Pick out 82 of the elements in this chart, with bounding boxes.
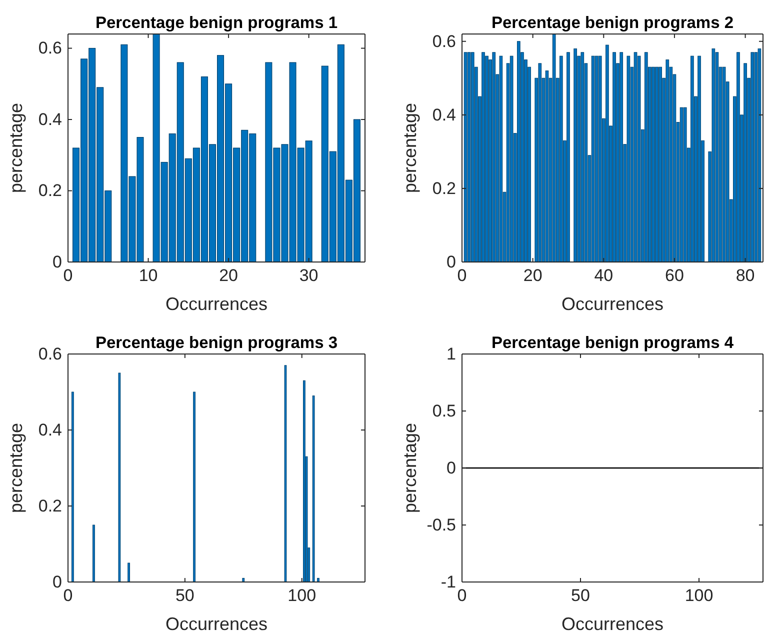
bar: [559, 56, 563, 262]
bar: [712, 48, 716, 262]
y-tick-label: 0.2: [432, 178, 456, 198]
bar: [499, 56, 503, 262]
chart-title: Percentage benign programs 4: [491, 334, 734, 352]
bar: [758, 48, 762, 262]
y-tick-label: 0.4: [38, 110, 62, 129]
bar: [655, 66, 658, 262]
x-tick-label: 50: [571, 586, 590, 606]
y-tick-label: 0.4: [432, 105, 456, 124]
bar: [492, 52, 496, 262]
bar: [574, 48, 577, 262]
bar: [620, 52, 624, 262]
bar: [566, 52, 570, 262]
y-tick-label: 0.4: [38, 420, 62, 440]
x-tick-label: 100: [684, 586, 714, 606]
y-tick-label: 0: [446, 458, 456, 478]
bar: [606, 44, 609, 262]
y-tick-label: 0.2: [38, 181, 62, 200]
bar: [658, 66, 662, 262]
y-tick-label: -0.5: [426, 515, 456, 534]
bar: [485, 56, 488, 262]
bar: [545, 70, 549, 262]
bar: [644, 52, 648, 262]
y-tick-label: 0.5: [432, 401, 456, 420]
y-tick-label: 0: [52, 572, 62, 592]
bar: [467, 52, 471, 262]
bar: [683, 107, 687, 262]
x-tick-label: 80: [736, 266, 755, 286]
bar: [626, 56, 630, 262]
bar: [552, 34, 556, 262]
chart-title: Percentage benign programs 3: [95, 334, 338, 352]
y-tick-label: 0.6: [38, 38, 62, 58]
bar: [591, 56, 595, 262]
bar: [722, 66, 726, 262]
bar: [715, 52, 719, 262]
y-tick-label: 0.6: [38, 344, 62, 364]
x-tick-label: 50: [175, 586, 194, 606]
x-axis-title: Occurrences: [561, 614, 664, 634]
bar: [612, 52, 616, 262]
x-axis-title: Occurrences: [561, 294, 664, 314]
x-tick-label: 20: [523, 266, 542, 286]
bar: [652, 66, 655, 262]
y-axis-title: percentage: [6, 102, 26, 194]
y-tick-label: 0: [52, 252, 62, 272]
bar: [598, 56, 602, 262]
y-axis-title: percentage: [6, 422, 26, 514]
y-tick-label: -1: [440, 572, 456, 592]
bar: [637, 56, 641, 262]
y-axis-title: percentage: [400, 102, 420, 194]
bar: [464, 52, 468, 262]
bar: [736, 52, 740, 262]
chart-title: Percentage benign programs 1: [95, 14, 338, 32]
x-tick-label: 20: [219, 266, 238, 286]
x-tick-label: 40: [594, 266, 614, 286]
bar: [680, 107, 684, 262]
x-tick-label: 10: [138, 266, 158, 286]
y-tick-label: 0.6: [432, 32, 456, 51]
bar: [750, 52, 754, 262]
y-axis-title: percentage: [400, 422, 420, 514]
x-tick-label: 60: [665, 266, 684, 286]
bar: [698, 56, 701, 262]
bar: [690, 56, 694, 262]
y-tick-label: 0.2: [38, 496, 62, 516]
bar: [510, 56, 514, 262]
chart-title: Percentage benign programs 2: [491, 14, 734, 32]
y-tick-label: 0: [446, 252, 456, 272]
bar: [516, 41, 520, 262]
bar: [666, 59, 670, 262]
bar: [754, 52, 758, 262]
y-tick-label: 1: [446, 344, 456, 364]
bar: [538, 63, 542, 262]
x-tick-label: 30: [299, 266, 318, 286]
bar: [482, 52, 485, 262]
x-tick-label: 100: [288, 586, 316, 606]
bar: [580, 52, 584, 262]
x-axis-title: Occurrences: [165, 614, 268, 634]
x-axis-title: Occurrences: [165, 294, 268, 314]
bar: [744, 63, 747, 262]
bar: [634, 52, 638, 262]
bar: [470, 52, 474, 262]
bar: [594, 56, 598, 262]
